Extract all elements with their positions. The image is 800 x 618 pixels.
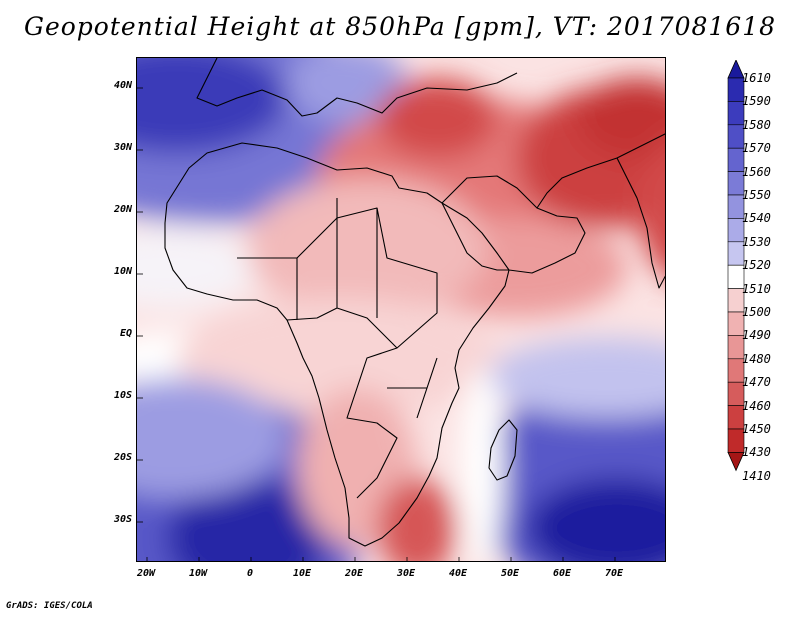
colorbar-label: 1580 [742, 117, 771, 132]
colorbar-label: 1530 [742, 234, 771, 249]
colorbar-bottom-arrow [727, 451, 745, 472]
colorbar-label: 1430 [742, 445, 771, 460]
lon-label-10e: 10E [292, 568, 312, 579]
lon-label-20w: 20W [136, 568, 156, 579]
colorbar-label: 1410 [742, 468, 771, 483]
persian-gulf [536, 133, 665, 209]
lat-label-40n: 40N [113, 80, 132, 91]
lon-label-40e: 40E [448, 568, 468, 579]
colorbar-label: 1460 [742, 398, 771, 413]
colorbar-label: 1510 [742, 281, 771, 296]
arabia-coast [441, 175, 586, 274]
colorbar-label: 1560 [742, 164, 771, 179]
lon-label-70e: 70E [604, 568, 624, 579]
lat-label-eq: EQ [119, 328, 132, 339]
colorbar-label: 1610 [742, 71, 771, 85]
lat-label-10n: 10N [113, 266, 132, 277]
lon-label-60e: 60E [552, 568, 572, 579]
lat-label-30s: 30S [113, 514, 132, 525]
lon-label-10w: 10W [188, 568, 208, 579]
lon-label-20e: 20E [344, 568, 364, 579]
lat-label-20s: 20S [113, 452, 132, 463]
coastlines [164, 58, 665, 547]
colorbar-label: 1540 [742, 211, 771, 226]
india-coast [616, 157, 665, 289]
graticule [137, 87, 616, 561]
colorbar-label: 1500 [742, 305, 771, 319]
colorbar-label: 1470 [742, 375, 771, 390]
lon-label-50e: 50E [500, 568, 520, 579]
colorbar [727, 60, 745, 472]
colorbar-label: 1590 [742, 94, 771, 109]
lon-label-0: 0 [246, 568, 254, 579]
colorbar-label: 1570 [742, 141, 771, 156]
lat-label-10s: 10S [113, 390, 132, 401]
lon-label-30e: 30E [396, 568, 416, 579]
map-title: Geopotential Height at 850hPa [gpm], VT:… [23, 12, 777, 41]
colorbar-label: 1480 [742, 351, 771, 366]
height-map [136, 57, 666, 562]
colorbar-label: 1520 [742, 258, 771, 273]
lat-label-20n: 20N [113, 204, 132, 215]
europe-coast [196, 58, 518, 117]
colorbar-label: 1550 [742, 188, 771, 202]
colorbar-label: 1450 [742, 422, 771, 436]
madagascar-coast [488, 419, 518, 481]
colorbar-label: 1490 [742, 328, 771, 343]
lat-label-30n: 30N [113, 142, 132, 153]
africa-coast [164, 142, 510, 547]
credit-text: GrADS: IGES/COLA [6, 601, 93, 611]
